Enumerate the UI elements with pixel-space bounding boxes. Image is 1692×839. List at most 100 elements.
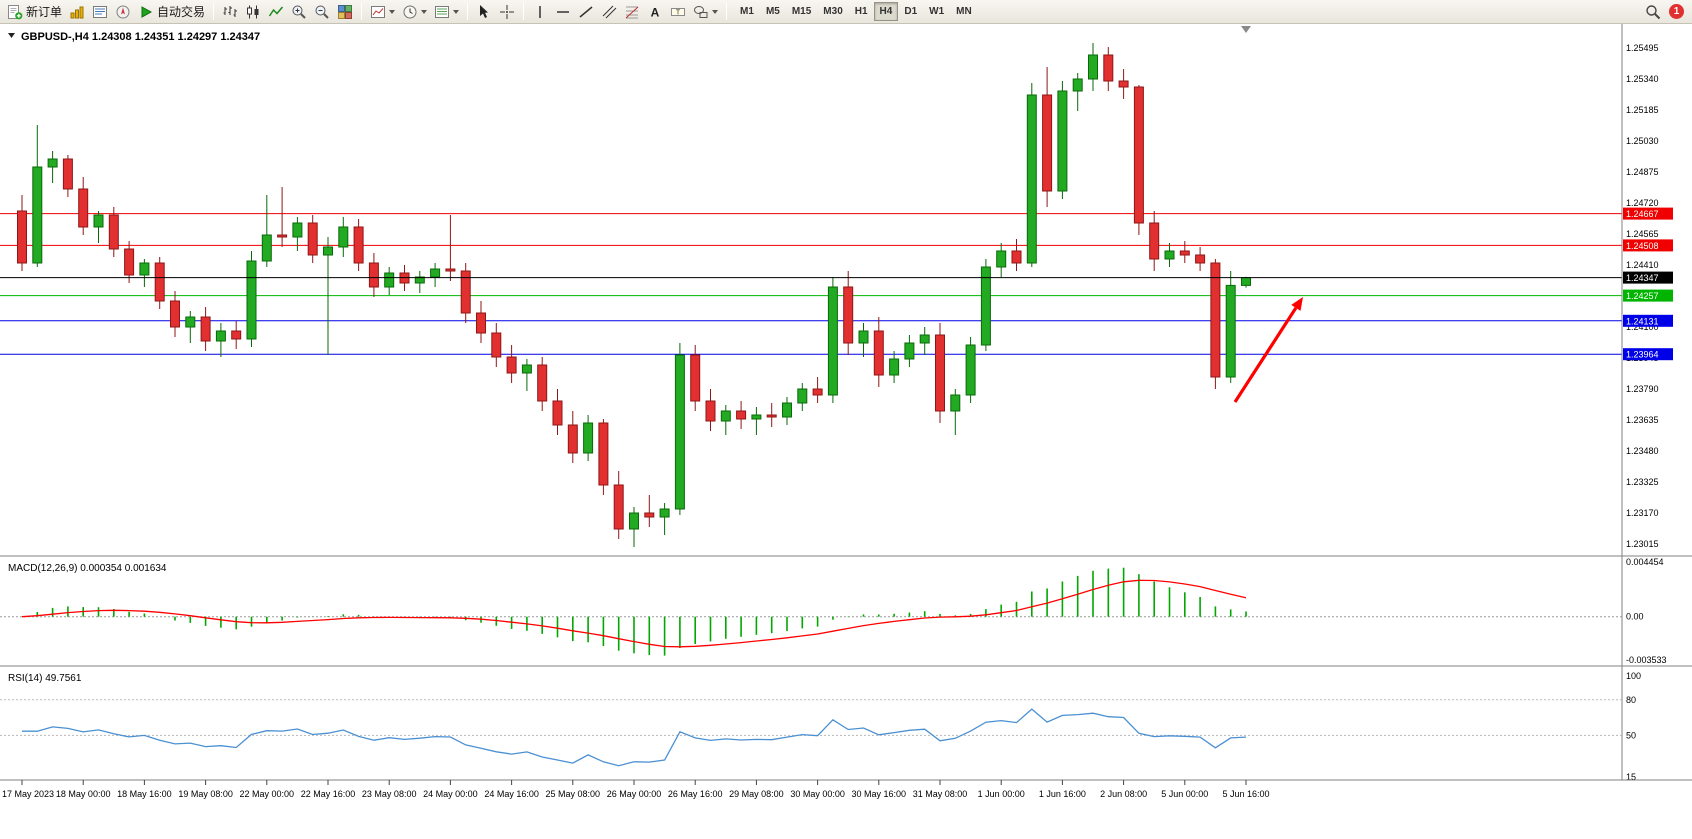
rsi-line — [22, 708, 1247, 767]
price-axis-label: 1.25185 — [1626, 105, 1659, 115]
time-axis-label: 30 May 16:00 — [852, 789, 907, 799]
price-axis-label: 1.23325 — [1626, 477, 1659, 487]
time-axis-label: 26 May 00:00 — [607, 789, 662, 799]
templates-button[interactable] — [431, 2, 453, 22]
bar-chart-button[interactable] — [219, 2, 241, 22]
macd-label: MACD(12,26,9) 0.000354 0.001634 — [8, 563, 167, 574]
toolbar-separator — [523, 3, 525, 20]
chart-shift-marker[interactable] — [1241, 26, 1251, 33]
toolbar-separator — [467, 3, 469, 20]
crosshair-icon — [499, 4, 515, 20]
toolbar-separator — [726, 3, 728, 20]
label-button[interactable]: T — [667, 2, 689, 22]
collapse-icon[interactable] — [8, 33, 15, 38]
search-icon — [1645, 4, 1661, 20]
vertical-line-button[interactable] — [529, 2, 551, 22]
timeframe-button-d1[interactable]: D1 — [898, 2, 923, 21]
rsi-axis-label: 100 — [1626, 671, 1641, 681]
rsi-axis-label: 50 — [1626, 730, 1636, 740]
search-button[interactable] — [1642, 2, 1664, 22]
price-badge — [1623, 271, 1673, 284]
time-axis[interactable]: 17 May 2023 18 May 00:00 18 May 16:00 19 Ma… — [2, 780, 1270, 799]
toolbar-separator — [361, 3, 363, 20]
cursor-button[interactable] — [473, 2, 495, 22]
price-badge-label: 1.24347 — [1626, 273, 1659, 283]
price-axis-label: 1.25340 — [1626, 74, 1659, 84]
data-window-icon — [92, 4, 108, 20]
new-order-button[interactable]: 新订单 — [4, 2, 65, 22]
time-axis-label: 18 May 00:00 — [56, 789, 111, 799]
text-button[interactable]: A — [644, 2, 666, 22]
channel-button[interactable] — [598, 2, 620, 22]
zoom-in-button[interactable] — [288, 2, 310, 22]
timeframe-button-h4[interactable]: H4 — [873, 2, 899, 21]
time-axis-label: 22 May 16:00 — [301, 789, 356, 799]
macd-signal-line — [21, 579, 1247, 648]
chart-background[interactable] — [0, 24, 1692, 839]
price-badge — [1623, 289, 1673, 302]
timeframe-button-m5[interactable]: M5 — [760, 2, 786, 21]
navigator-icon — [115, 4, 131, 20]
timeframe-button-w1[interactable]: W1 — [923, 2, 950, 21]
trend-arrow-annotation[interactable] — [1233, 297, 1303, 403]
rsi-axis-label: 80 — [1626, 695, 1636, 705]
macd-axis-label: 0.00 — [1626, 612, 1644, 622]
time-axis-label: 22 May 00:00 — [240, 789, 295, 799]
zoom-out-button[interactable] — [311, 2, 333, 22]
rsi-label: RSI(14) 49.7561 — [8, 673, 82, 684]
data-window-button[interactable] — [89, 2, 111, 22]
price-axis-label: 1.23015 — [1626, 539, 1659, 549]
timeframe-button-m1[interactable]: M1 — [734, 2, 760, 21]
shapes-button[interactable] — [690, 2, 712, 22]
horizontal-line-button[interactable] — [552, 2, 574, 22]
price-badge — [1623, 348, 1673, 361]
price-badge-label: 1.24508 — [1626, 241, 1659, 251]
chevron-down-icon[interactable] — [712, 9, 719, 14]
navigator-button[interactable] — [112, 2, 134, 22]
svg-text:A: A — [651, 5, 660, 19]
timeframe-toolbar: M1 M5 M15 M30 H1 H4 D1 W1 MN — [734, 2, 978, 21]
new-chart-icon — [370, 4, 386, 20]
chevron-down-icon[interactable] — [453, 9, 460, 14]
candlestick-chart-button[interactable] — [242, 2, 264, 22]
rsi-pane[interactable]: RSI(14) 49.7561 100 80 50 15 — [0, 671, 1641, 782]
bar-chart-icon — [222, 4, 238, 20]
time-axis-label: 25 May 08:00 — [546, 789, 601, 799]
price-axis[interactable]: 1.25495 1.25340 1.25185 1.25030 1.24875 1.247… — [1621, 24, 1673, 780]
toolbar-separator — [213, 3, 215, 20]
trendline-button[interactable] — [575, 2, 597, 22]
svg-text:T: T — [676, 9, 681, 16]
auto-trading-button[interactable]: 自动交易 — [135, 2, 208, 22]
horizontal-line-icon — [555, 4, 571, 20]
templates-icon — [434, 4, 450, 20]
timeframe-button-m15[interactable]: M15 — [786, 2, 817, 21]
time-axis-label: 30 May 00:00 — [790, 789, 845, 799]
tile-windows-icon — [337, 4, 353, 20]
periods-button[interactable] — [399, 2, 421, 22]
price-axis-label: 1.23635 — [1626, 415, 1659, 425]
price-axis-label: 1.24875 — [1626, 167, 1659, 177]
fibonacci-button[interactable] — [621, 2, 643, 22]
chevron-down-icon[interactable] — [421, 9, 428, 14]
price-axis-label: 1.23170 — [1626, 508, 1659, 518]
timeframe-button-m30[interactable]: M30 — [817, 2, 848, 21]
timeframe-button-mn[interactable]: MN — [950, 2, 978, 21]
cursor-icon — [476, 4, 492, 20]
notifications-badge[interactable]: 1 — [1669, 4, 1684, 19]
chart-canvas[interactable]: GBPUSD-,H4 1.24308 1.24351 1.24297 1.243… — [0, 24, 1692, 839]
line-chart-button[interactable] — [265, 2, 287, 22]
tile-windows-button[interactable] — [334, 2, 356, 22]
crosshair-button[interactable] — [496, 2, 518, 22]
candlestick-series[interactable] — [17, 43, 1251, 547]
timeframe-button-h1[interactable]: H1 — [849, 2, 874, 21]
macd-axis-label: 0.004454 — [1626, 557, 1664, 567]
macd-pane[interactable]: MACD(12,26,9) 0.000354 0.001634 0.004454 0… — [0, 557, 1667, 665]
periods-icon — [402, 4, 418, 20]
time-axis-label: 18 May 16:00 — [117, 789, 172, 799]
chart-area[interactable]: GBPUSD-,H4 1.24308 1.24351 1.24297 1.243… — [0, 24, 1692, 839]
market-watch-button[interactable] — [66, 2, 88, 22]
new-chart-button[interactable] — [367, 2, 389, 22]
price-badge — [1623, 207, 1673, 220]
chevron-down-icon[interactable] — [389, 9, 396, 14]
